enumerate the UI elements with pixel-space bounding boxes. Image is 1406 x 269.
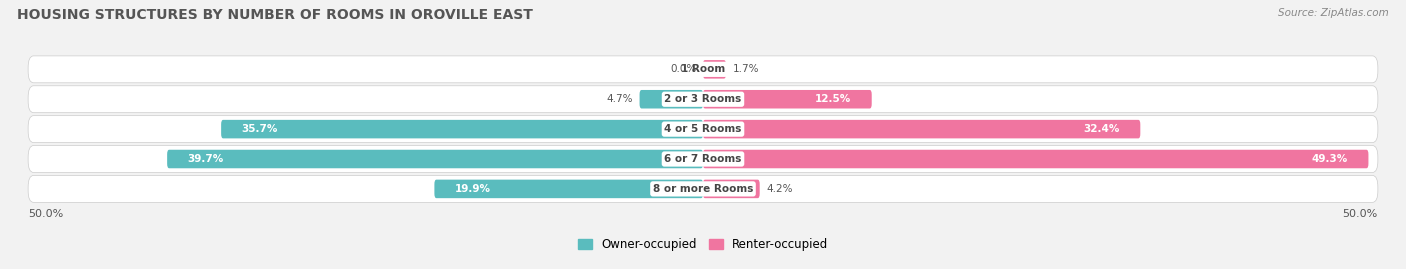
FancyBboxPatch shape bbox=[221, 120, 703, 138]
FancyBboxPatch shape bbox=[703, 150, 1368, 168]
FancyBboxPatch shape bbox=[167, 150, 703, 168]
Text: 12.5%: 12.5% bbox=[815, 94, 852, 104]
Text: 50.0%: 50.0% bbox=[28, 209, 63, 219]
FancyBboxPatch shape bbox=[434, 180, 703, 198]
Text: 50.0%: 50.0% bbox=[1343, 209, 1378, 219]
Text: HOUSING STRUCTURES BY NUMBER OF ROOMS IN OROVILLE EAST: HOUSING STRUCTURES BY NUMBER OF ROOMS IN… bbox=[17, 8, 533, 22]
Text: 19.9%: 19.9% bbox=[454, 184, 491, 194]
Text: 4 or 5 Rooms: 4 or 5 Rooms bbox=[664, 124, 742, 134]
Text: 1.7%: 1.7% bbox=[733, 64, 759, 74]
FancyBboxPatch shape bbox=[703, 180, 759, 198]
Text: 1 Room: 1 Room bbox=[681, 64, 725, 74]
FancyBboxPatch shape bbox=[703, 120, 1140, 138]
Text: 4.2%: 4.2% bbox=[766, 184, 793, 194]
Text: 4.7%: 4.7% bbox=[606, 94, 633, 104]
Text: 2 or 3 Rooms: 2 or 3 Rooms bbox=[665, 94, 741, 104]
Text: 32.4%: 32.4% bbox=[1084, 124, 1121, 134]
Text: 49.3%: 49.3% bbox=[1312, 154, 1348, 164]
FancyBboxPatch shape bbox=[28, 175, 1378, 202]
Text: 35.7%: 35.7% bbox=[242, 124, 278, 134]
Text: 8 or more Rooms: 8 or more Rooms bbox=[652, 184, 754, 194]
Text: 39.7%: 39.7% bbox=[187, 154, 224, 164]
FancyBboxPatch shape bbox=[703, 90, 872, 108]
FancyBboxPatch shape bbox=[703, 60, 725, 79]
FancyBboxPatch shape bbox=[640, 90, 703, 108]
Legend: Owner-occupied, Renter-occupied: Owner-occupied, Renter-occupied bbox=[572, 233, 834, 256]
Text: Source: ZipAtlas.com: Source: ZipAtlas.com bbox=[1278, 8, 1389, 18]
FancyBboxPatch shape bbox=[28, 146, 1378, 172]
FancyBboxPatch shape bbox=[28, 56, 1378, 83]
FancyBboxPatch shape bbox=[28, 86, 1378, 113]
FancyBboxPatch shape bbox=[28, 116, 1378, 143]
Text: 0.0%: 0.0% bbox=[671, 64, 696, 74]
Text: 6 or 7 Rooms: 6 or 7 Rooms bbox=[664, 154, 742, 164]
